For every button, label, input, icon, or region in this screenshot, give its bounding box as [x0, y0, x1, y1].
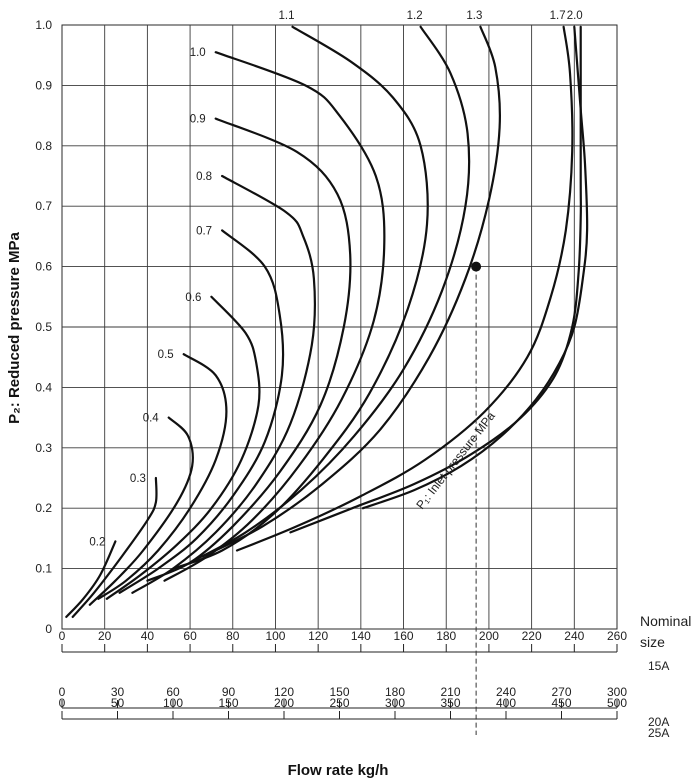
nominal-size-label: size — [640, 634, 665, 650]
curve-line — [171, 25, 429, 570]
curve-line — [118, 229, 285, 594]
x-tick-label: 180 — [436, 629, 456, 643]
y-tick-label: 0 — [45, 622, 52, 636]
curve-line — [201, 25, 501, 558]
y-tick-label: 0.8 — [35, 139, 52, 153]
curve-line — [71, 476, 158, 618]
x-tick-label: 220 — [522, 629, 542, 643]
x-axis-title: Flow rate kg/h — [288, 762, 389, 779]
x-tick-label: 60 — [166, 685, 180, 699]
y-tick-label: 0.1 — [35, 562, 52, 576]
x-tick-label: 350 — [440, 696, 460, 710]
curve-label: 1.1 — [279, 10, 295, 22]
x-tick-label: 200 — [479, 629, 499, 643]
x-tick-label: 150 — [329, 685, 349, 699]
curve-line — [361, 25, 589, 510]
annotations: P₁: Inlet pressure MPa — [413, 261, 498, 735]
x-axes: 0 20 40 60 80 100 120 140 160 180 200 220 240 260 15A 0… — [59, 613, 692, 740]
x-tick-label: 140 — [351, 629, 371, 643]
x-tick-label: 300 — [607, 685, 627, 699]
x-tick-label: 180 — [385, 685, 405, 699]
x-tick-label: 20 — [98, 629, 112, 643]
curve-line — [289, 25, 582, 534]
size-label: 20A — [648, 715, 669, 729]
size-label: 25A — [648, 726, 669, 740]
x-tick-label: 60 — [183, 629, 197, 643]
x-tick-label: 80 — [226, 629, 240, 643]
y-tick-label: 0.2 — [35, 501, 52, 515]
curve-label: 0.3 — [130, 473, 146, 485]
curve-label: 1.7 — [550, 10, 566, 22]
curve-label: 1.2 — [407, 10, 423, 22]
nominal-size-label: Nominal — [640, 613, 691, 629]
curve-line — [189, 25, 471, 564]
x-tick-label: 0 — [59, 685, 66, 699]
curve-line — [97, 353, 228, 600]
x-tick-label: 90 — [222, 685, 236, 699]
x-tick-label: 40 — [141, 629, 155, 643]
curve-label: 2.0 — [567, 10, 583, 22]
y-axis-ticks: 0 0.1 0.2 0.3 0.4 0.5 0.6 0.7 0.8 0.9 1.0 — [35, 18, 52, 636]
curve-label: 0.8 — [196, 171, 212, 183]
size-label: 15A — [648, 659, 669, 673]
curve-line — [163, 51, 386, 582]
x-tick-label: 100 — [163, 696, 183, 710]
y-tick-label: 0.3 — [35, 441, 52, 455]
x-tick-label: 0 — [59, 629, 66, 643]
y-tick-label: 0.7 — [35, 199, 52, 213]
x-tick-label: 250 — [329, 696, 349, 710]
y-tick-label: 0.5 — [35, 320, 52, 334]
x-tick-label: 30 — [111, 685, 125, 699]
x-tick-label: 270 — [551, 685, 571, 699]
curve-label: 0.7 — [196, 225, 212, 237]
curves: 0.2 0.3 0.4 0.5 0.6 0.7 0.8 0.9 1.0 1.1 1.2 1.3 1.7 2… — [65, 10, 589, 618]
y-tick-label: 0.6 — [35, 260, 52, 274]
x-tick-label: 240 — [564, 629, 584, 643]
x-tick-label: 150 — [218, 696, 238, 710]
x-tick-label: 50 — [111, 696, 125, 710]
example-point — [471, 261, 482, 272]
y-tick-label: 0.4 — [35, 380, 52, 394]
curve-label: 1.3 — [466, 10, 482, 22]
x-tick-label: 100 — [265, 629, 285, 643]
x-tick-label: 240 — [496, 685, 516, 699]
y-tick-label: 1.0 — [35, 18, 52, 32]
curve-line — [88, 416, 194, 606]
x-tick-label: 450 — [551, 696, 571, 710]
x-tick-label: 500 — [607, 696, 627, 710]
curve-label: 0.6 — [185, 292, 201, 304]
x-tick-label: 120 — [308, 629, 328, 643]
curve-line — [131, 174, 316, 594]
x-tick-label: 160 — [394, 629, 414, 643]
x-tick-label: 210 — [440, 685, 460, 699]
x-tick-label: 0 — [59, 696, 66, 710]
y-axis-title: P₂: Reduced pressure MPa — [6, 231, 23, 423]
curve-line — [65, 540, 117, 618]
curve-label: 0.4 — [143, 413, 160, 425]
x-tick-label: 120 — [274, 685, 294, 699]
x-tick-label: 400 — [496, 696, 516, 710]
curve-label: 1.0 — [190, 47, 206, 59]
curve-line — [146, 117, 352, 582]
curve-line — [105, 295, 261, 600]
curve-label: 0.9 — [190, 114, 206, 126]
curve-line — [235, 25, 574, 552]
y-tick-label: 0.9 — [35, 78, 52, 92]
x-tick-label: 300 — [385, 696, 405, 710]
x-tick-label: 260 — [607, 629, 627, 643]
x-tick-label: 200 — [274, 696, 294, 710]
curve-label: 0.2 — [89, 536, 105, 548]
curve-label: 0.5 — [158, 349, 174, 361]
